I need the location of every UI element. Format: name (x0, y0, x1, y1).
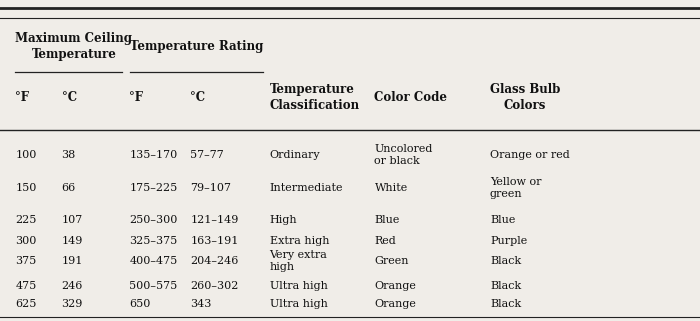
Text: Ordinary: Ordinary (270, 150, 320, 160)
Text: Extra high: Extra high (270, 236, 329, 247)
Text: Yellow or
green: Yellow or green (490, 177, 542, 199)
Text: 343: 343 (190, 299, 212, 309)
Text: 38: 38 (62, 150, 76, 160)
Text: Green: Green (374, 256, 409, 266)
Text: Orange or red: Orange or red (490, 150, 570, 160)
Text: Uncolored
or black: Uncolored or black (374, 144, 433, 166)
Text: 329: 329 (62, 299, 83, 309)
Text: Orange: Orange (374, 299, 416, 309)
Text: 400–475: 400–475 (130, 256, 178, 266)
Text: Blue: Blue (374, 215, 400, 225)
Text: 150: 150 (15, 183, 37, 193)
Text: Purple: Purple (490, 236, 527, 247)
Text: Very extra
high: Very extra high (270, 250, 328, 272)
Text: 57–77: 57–77 (190, 150, 224, 160)
Text: 225: 225 (15, 215, 37, 225)
Text: 175–225: 175–225 (130, 183, 178, 193)
Text: 107: 107 (62, 215, 83, 225)
Text: Red: Red (374, 236, 396, 247)
Text: °C: °C (190, 91, 206, 104)
Text: 79–107: 79–107 (190, 183, 232, 193)
Text: Temperature Rating: Temperature Rating (130, 40, 263, 53)
Text: Temperature
Classification: Temperature Classification (270, 83, 360, 112)
Text: 650: 650 (130, 299, 151, 309)
Text: 163–191: 163–191 (190, 236, 239, 247)
Text: 135–170: 135–170 (130, 150, 178, 160)
Text: 325–375: 325–375 (130, 236, 178, 247)
Text: °F: °F (15, 91, 29, 104)
Text: 191: 191 (62, 256, 83, 266)
Text: °C: °C (62, 91, 77, 104)
Text: White: White (374, 183, 407, 193)
Text: 149: 149 (62, 236, 83, 247)
Text: 300: 300 (15, 236, 37, 247)
Text: Glass Bulb
Colors: Glass Bulb Colors (490, 83, 561, 112)
Text: 100: 100 (15, 150, 37, 160)
Text: Blue: Blue (490, 215, 515, 225)
Text: 375: 375 (15, 256, 36, 266)
Text: 475: 475 (15, 281, 36, 291)
Text: Black: Black (490, 281, 522, 291)
Text: 250–300: 250–300 (130, 215, 178, 225)
Text: 204–246: 204–246 (190, 256, 239, 266)
Text: Intermediate: Intermediate (270, 183, 343, 193)
Text: 246: 246 (62, 281, 83, 291)
Text: 66: 66 (62, 183, 76, 193)
Text: °F: °F (130, 91, 144, 104)
Text: Ultra high: Ultra high (270, 299, 328, 309)
Text: Orange: Orange (374, 281, 416, 291)
Text: Ultra high: Ultra high (270, 281, 328, 291)
Text: Maximum Ceiling
Temperature: Maximum Ceiling Temperature (15, 32, 132, 61)
Text: Black: Black (490, 299, 522, 309)
Text: Black: Black (490, 256, 522, 266)
Text: 500–575: 500–575 (130, 281, 178, 291)
Text: Color Code: Color Code (374, 91, 447, 104)
Text: 121–149: 121–149 (190, 215, 239, 225)
Text: High: High (270, 215, 297, 225)
Text: 625: 625 (15, 299, 37, 309)
Text: 260–302: 260–302 (190, 281, 239, 291)
